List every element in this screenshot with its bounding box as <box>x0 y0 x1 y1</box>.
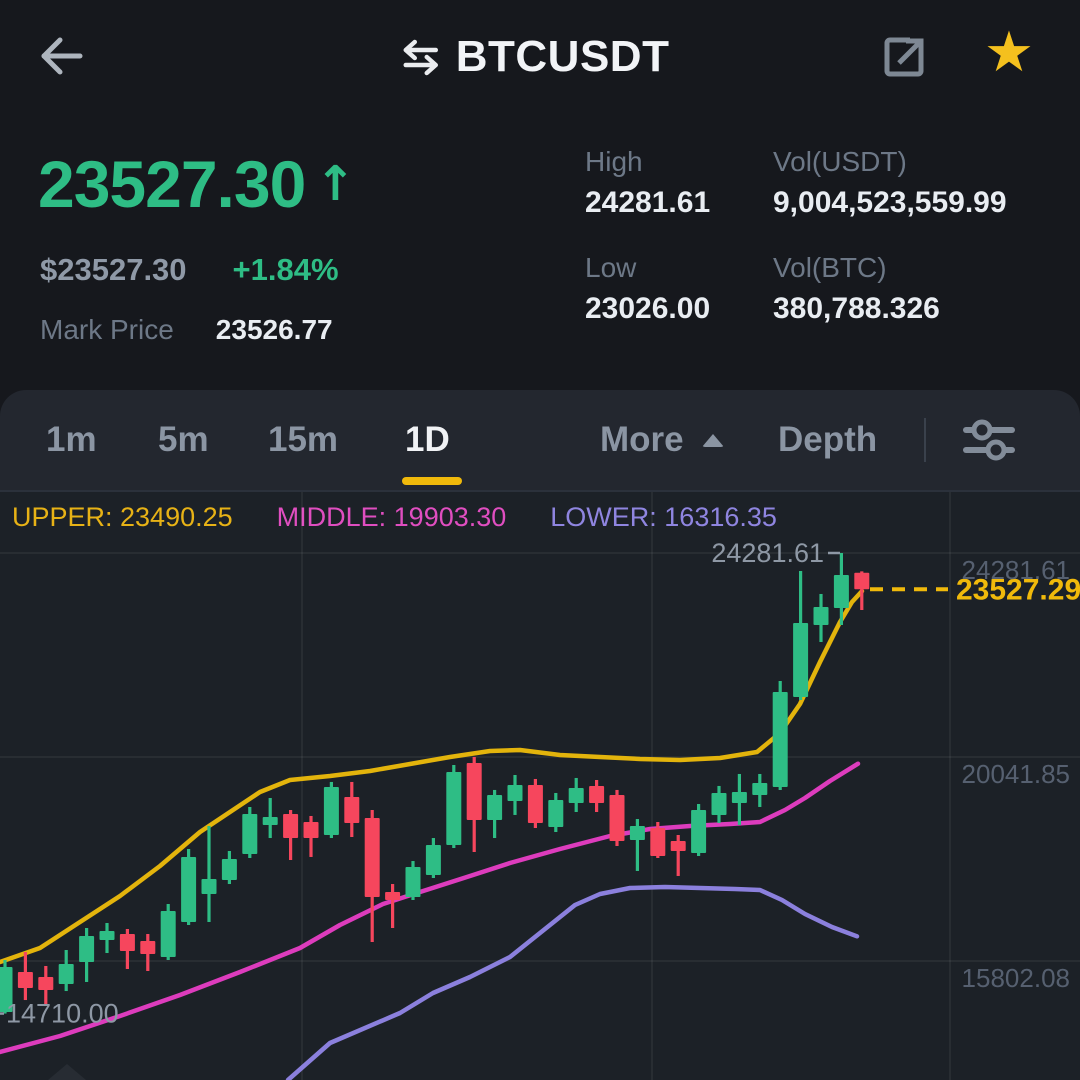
page-title: BTCUSDT <box>455 32 670 81</box>
chart-settings-icon[interactable] <box>960 416 1018 464</box>
last-price-line: 23527.29 <box>870 573 1080 606</box>
pair-title-group: BTCUSDT <box>400 30 670 84</box>
tab-interval-1m[interactable]: 1m <box>46 420 97 459</box>
last-price-label: 23527.29 <box>956 573 1080 606</box>
stat-vol-usdt: Vol(USDT) 9,004,523,559.99 <box>773 146 1007 219</box>
swap-pair-icon <box>403 39 439 76</box>
svg-text:20041.85: 20041.85 <box>962 759 1070 789</box>
middle-band <box>0 761 861 1055</box>
price-axis-labels: 24281.61 20041.85 15802.08 <box>962 555 1070 993</box>
mark-price-value: 23526.77 <box>215 314 333 345</box>
share-icon[interactable] <box>876 30 932 86</box>
interval-toolbar: 1m 5m 15m 1D More Depth <box>0 390 1080 490</box>
active-tab-underline <box>402 477 462 485</box>
usd-price: $23527.30 <box>40 252 187 287</box>
upper-band <box>0 588 865 965</box>
tab-interval-5m[interactable]: 5m <box>158 420 209 459</box>
svg-text:15802.08: 15802.08 <box>962 963 1070 993</box>
bollinger-bands <box>0 588 865 1080</box>
favorite-star-icon[interactable]: ★ <box>983 20 1035 85</box>
indicator-middle: MIDDLE: 19903.30 <box>276 502 507 532</box>
candles <box>0 553 870 1014</box>
indicator-legend: UPPER: 23490.25 MIDDLE: 19903.30 LOWER: … <box>12 502 777 533</box>
stat-low: Low 23026.00 <box>585 252 711 325</box>
high-low-markers: 24281.61 14710.00 <box>0 538 840 1029</box>
mark-price-row: Mark Price 23526.77 <box>40 314 333 346</box>
candlestick-chart[interactable]: 24281.6114710.0023527.2924281.6120041.85… <box>0 492 1080 1080</box>
svg-text:24281.61: 24281.61 <box>962 555 1070 585</box>
caret-up-icon <box>702 434 724 447</box>
more-intervals-button[interactable]: More <box>600 420 684 459</box>
indicator-upper: UPPER: 23490.25 <box>12 502 233 532</box>
price-up-arrow-icon: ↑ <box>315 156 355 212</box>
back-arrow-icon[interactable] <box>34 30 86 82</box>
toolbar-divider <box>924 418 926 462</box>
toolbar-separator <box>0 490 1080 492</box>
lower-band <box>285 884 860 1080</box>
fiat-price-row: $23527.30 +1.84% <box>40 252 339 288</box>
last-price: 23527.30 ↑ <box>38 147 356 221</box>
mark-price-label: Mark Price <box>40 314 174 345</box>
stat-vol-btc: Vol(BTC) 380,788.326 <box>773 252 940 325</box>
tab-interval-1d[interactable]: 1D <box>405 420 450 459</box>
watermark-triangle <box>48 1064 86 1080</box>
svg-text:24281.61: 24281.61 <box>711 538 824 568</box>
gridlines <box>0 492 1080 1080</box>
header: BTCUSDT ★ <box>0 0 1080 110</box>
stat-high: High 24281.61 <box>585 146 711 219</box>
svg-text:14710.00: 14710.00 <box>6 999 119 1029</box>
tab-interval-15m[interactable]: 15m <box>268 420 339 459</box>
depth-tab[interactable]: Depth <box>778 420 878 459</box>
change-percent: +1.84% <box>232 252 339 287</box>
indicator-lower: LOWER: 16316.35 <box>550 502 777 532</box>
